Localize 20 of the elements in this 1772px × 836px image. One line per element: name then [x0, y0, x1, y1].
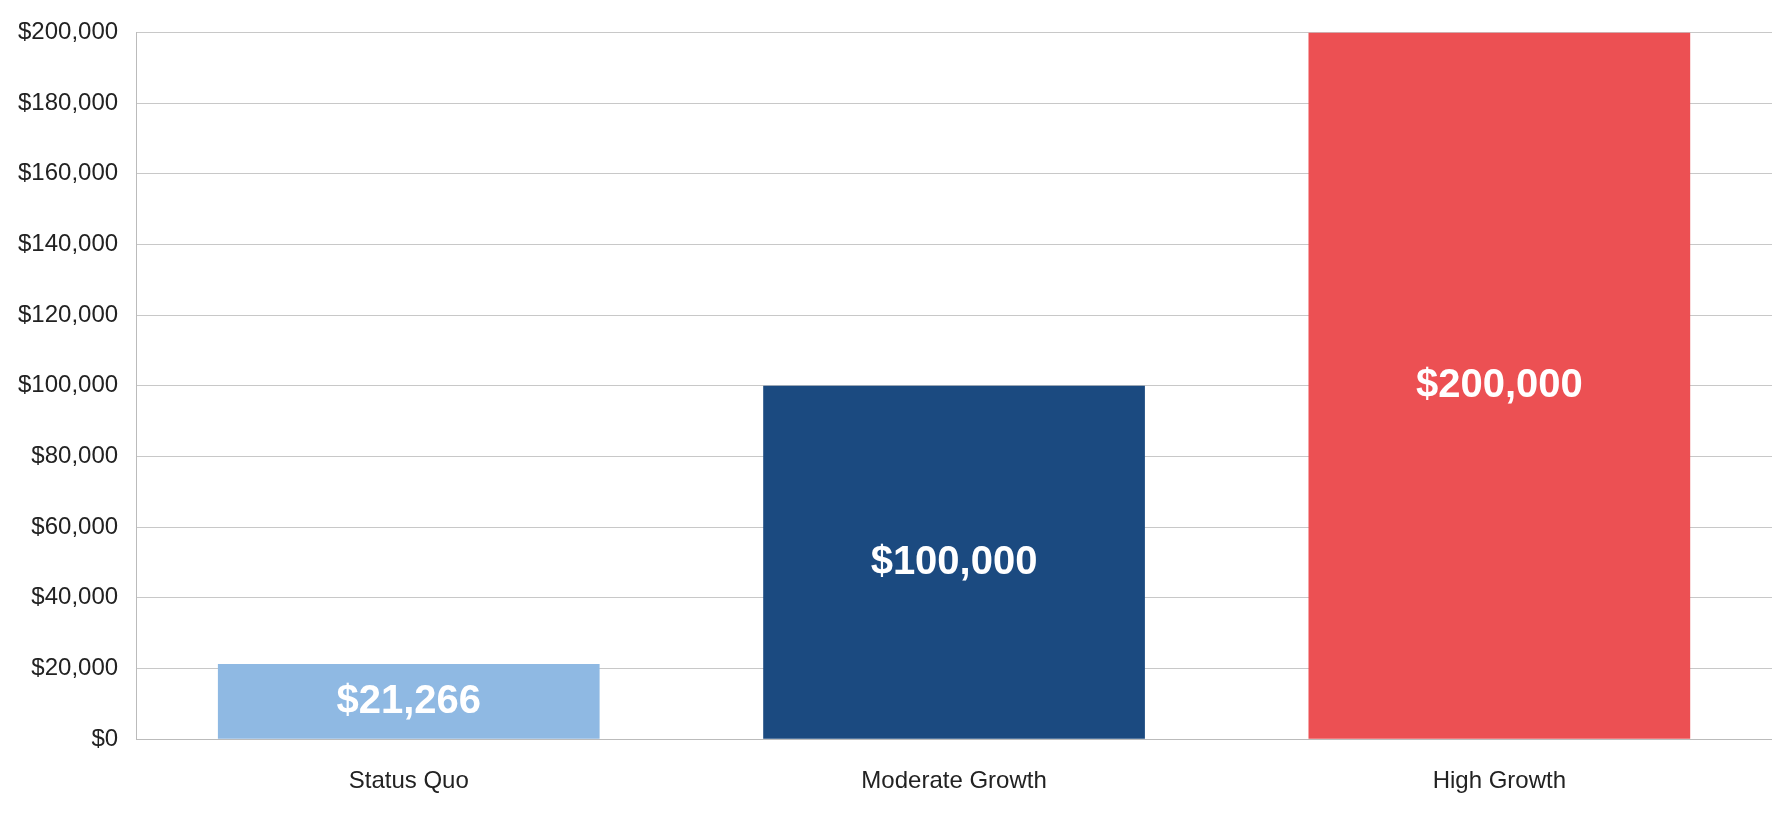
- y-tick-label: $200,000: [17, 17, 119, 45]
- y-tick-label: $140,000: [17, 229, 119, 257]
- x-tick-label: Moderate Growth: [861, 766, 1047, 794]
- y-tick-label: $0: [91, 723, 119, 751]
- x-tick-label: High Growth: [1432, 766, 1567, 794]
- bar: [217, 664, 600, 739]
- data-label: $21,266: [336, 676, 482, 721]
- y-tick-label: $120,000: [17, 299, 119, 327]
- x-tick-label: Status Quo: [348, 766, 469, 794]
- data-label: $200,000: [1415, 360, 1583, 405]
- y-tick-label: $160,000: [17, 158, 119, 186]
- y-tick-label: $60,000: [31, 511, 119, 539]
- data-label: $100,000: [870, 537, 1038, 582]
- bar: [1308, 32, 1691, 739]
- bar: [763, 385, 1145, 739]
- y-tick-label: $40,000: [31, 582, 119, 610]
- y-tick-label: $80,000: [31, 441, 119, 469]
- y-tick-label: $100,000: [17, 370, 119, 398]
- y-tick-label: $180,000: [17, 87, 119, 115]
- y-tick-label: $20,000: [31, 653, 119, 681]
